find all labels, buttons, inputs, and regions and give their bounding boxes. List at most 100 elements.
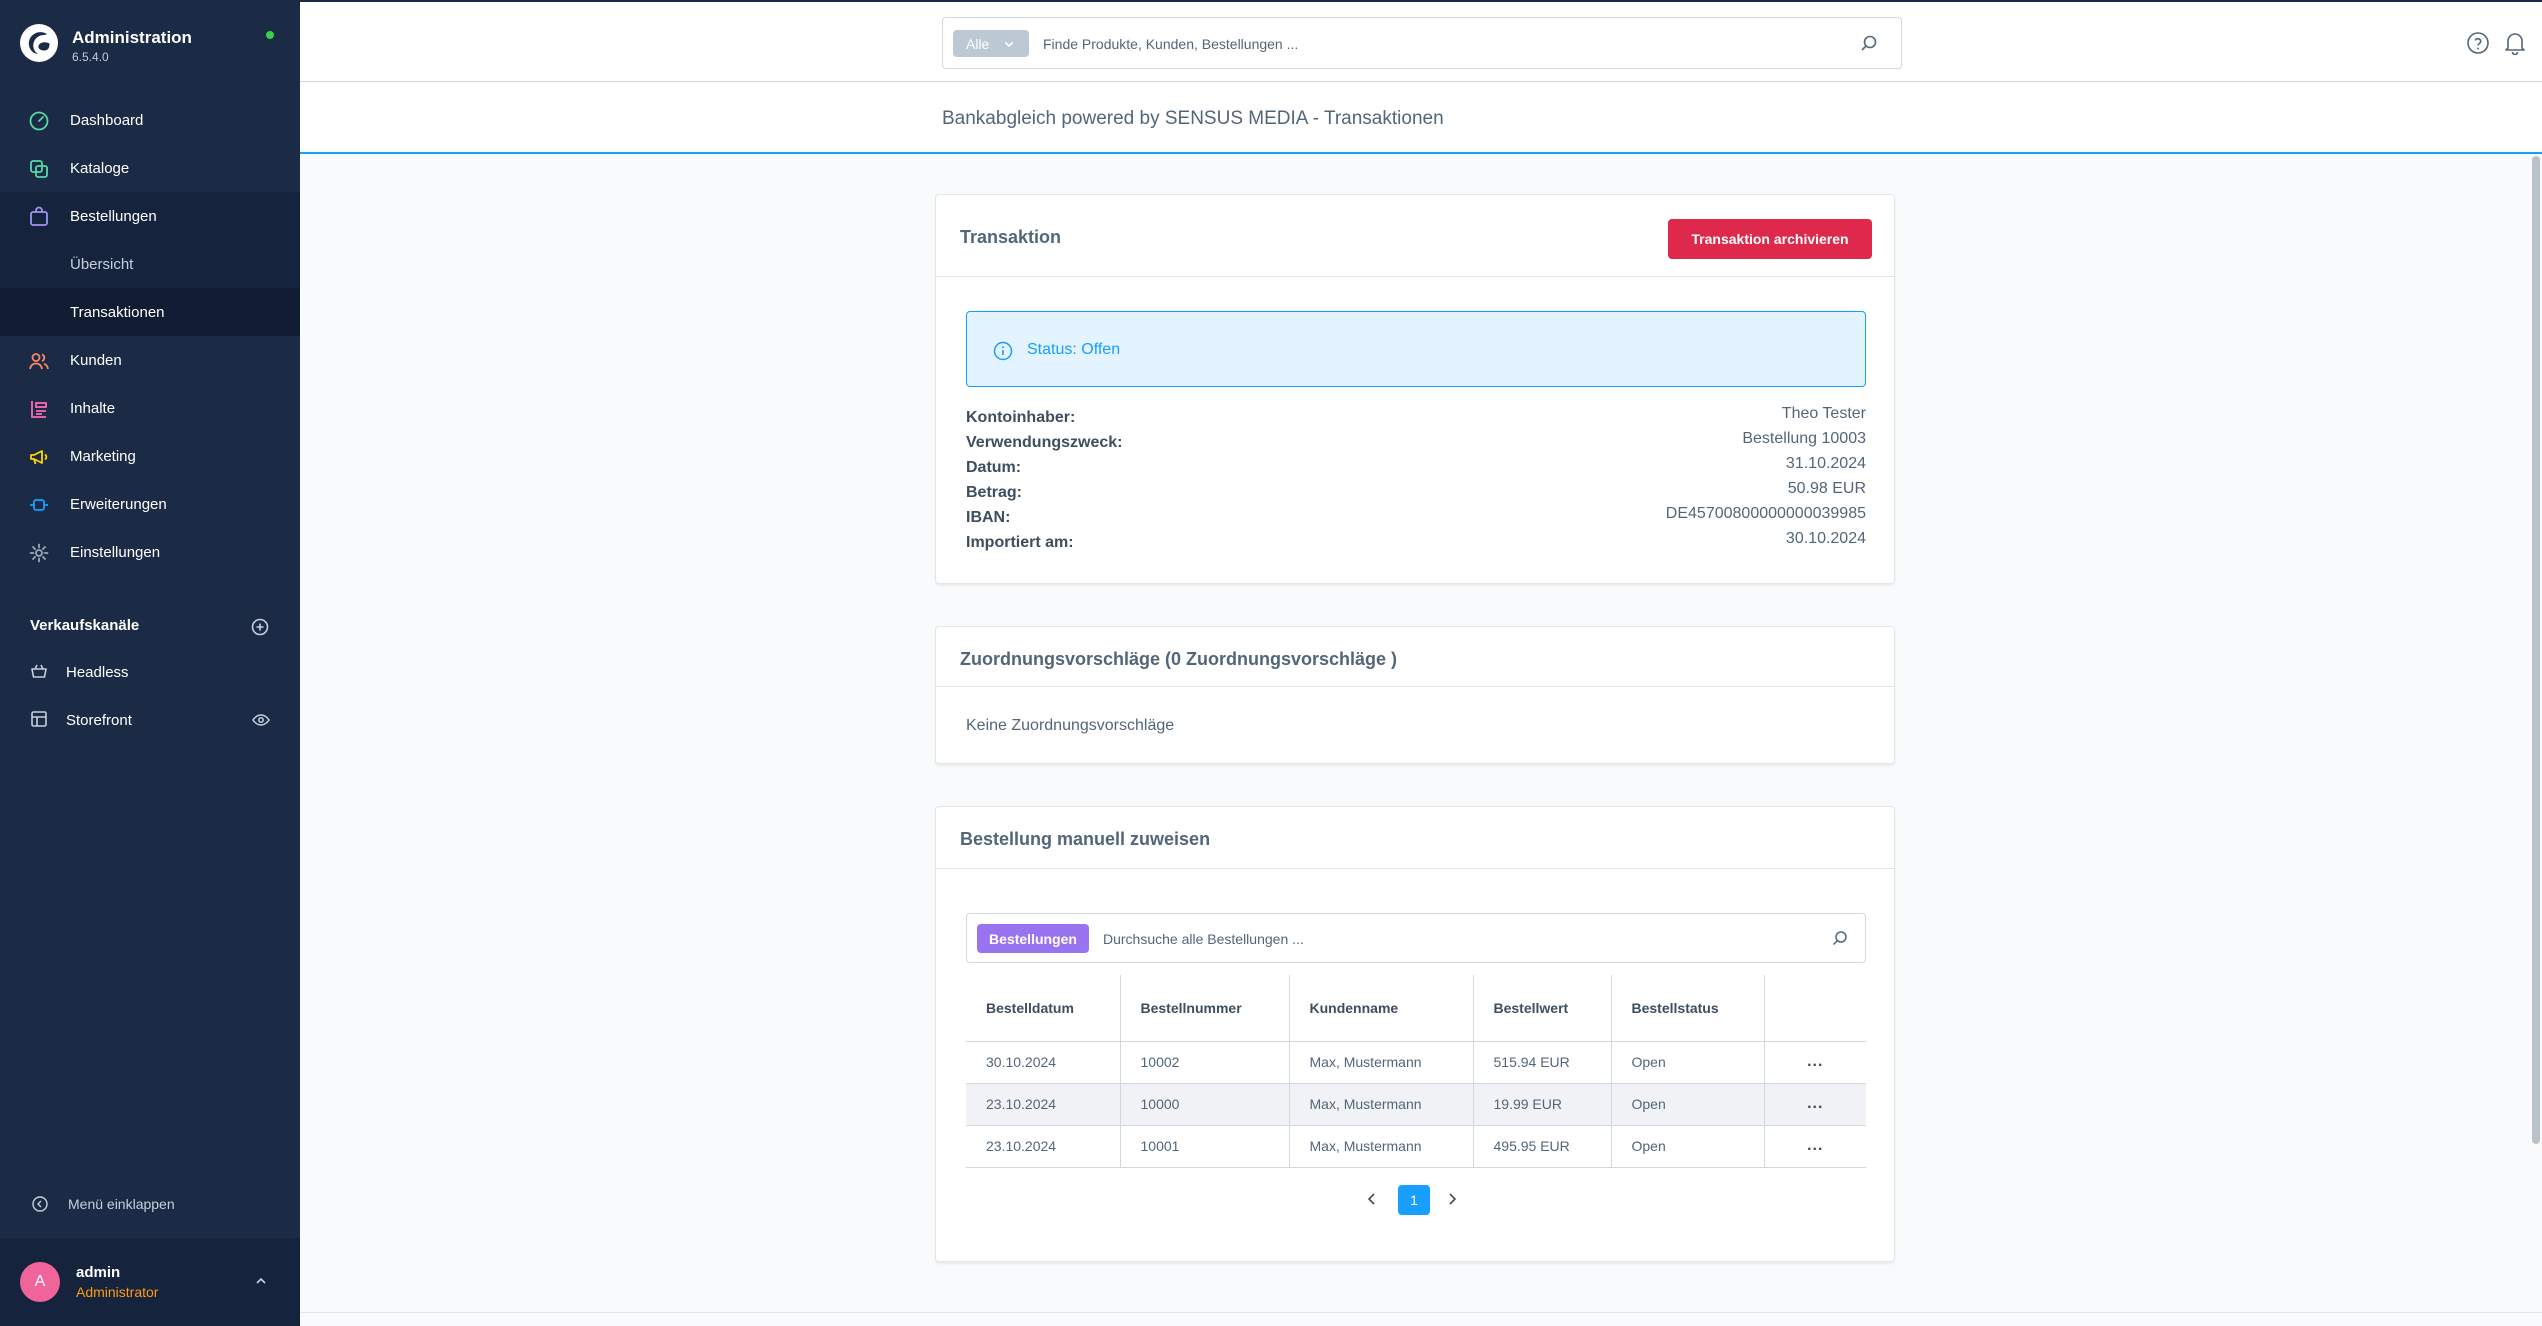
sidebar-item-label: Transaktionen (70, 303, 165, 321)
sidebar-item-label: Inhalte (70, 399, 116, 417)
order-search-input[interactable] (1103, 924, 1803, 953)
detail-row: IBAN: DE45700800000000039985 (966, 505, 1866, 530)
chevron-up-icon[interactable] (254, 1274, 268, 1288)
user-name: admin (76, 1264, 121, 1281)
status-alert: Status: Offen (966, 311, 1866, 387)
sales-channels-heading: Verkaufskanäle (30, 617, 140, 634)
transaction-card: Transaktion Transaktion archivieren Stat… (935, 194, 1895, 584)
collapse-menu-label: Menü einklappen (68, 1196, 175, 1212)
search-icon[interactable] (1859, 33, 1879, 53)
sidebar-item-orders[interactable]: Bestellungen (0, 192, 300, 240)
avatar: A (20, 1262, 60, 1302)
order-number-cell: 10000 (1120, 1083, 1290, 1126)
help-icon[interactable] (2466, 31, 2490, 55)
search-type-select[interactable]: Alle (953, 30, 1029, 57)
sidebar-item-label: Dashboard (70, 111, 144, 129)
detail-label: Betrag: (966, 484, 1023, 501)
card-title: Transaktion (960, 227, 1062, 247)
detail-row: Kontoinhaber: Theo Tester (966, 405, 1866, 430)
sidebar-item-extensions[interactable]: Erweiterungen (0, 480, 300, 528)
customer-name-cell: Max, Mustermann (1289, 1083, 1474, 1126)
sidebar-item-settings[interactable]: Einstellungen (0, 528, 300, 576)
chevron-right-icon[interactable] (1444, 1191, 1460, 1207)
pagination-page-current[interactable]: 1 (1398, 1185, 1430, 1215)
detail-label: Kontoinhaber: (966, 409, 1076, 426)
app-version: 6.5.4.0 (72, 50, 109, 64)
order-search-type-badge[interactable]: Bestellungen (977, 924, 1089, 953)
column-header[interactable]: Kundenname (1289, 975, 1474, 1042)
order-value-cell: 19.99 EUR (1473, 1083, 1612, 1126)
suggestions-card: Zuordnungsvorschläge (0 Zuordnungsvorsch… (935, 626, 1895, 764)
column-header[interactable]: Bestellstatus (1611, 975, 1765, 1042)
table-row[interactable]: 23.10.2024 10000 Max, Mustermann 19.99 E… (966, 1083, 1866, 1126)
order-value-cell: 515.94 EUR (1473, 1041, 1612, 1084)
add-sales-channel-icon[interactable] (251, 618, 269, 636)
customer-name-cell: Max, Mustermann (1289, 1041, 1474, 1084)
sidebar-subitem-overview[interactable]: Übersicht (0, 240, 300, 288)
shopware-logo-icon[interactable] (20, 24, 58, 62)
order-date-cell: 23.10.2024 (966, 1125, 1121, 1168)
sales-channel-label: Storefront (66, 711, 132, 729)
order-status-cell: Open (1611, 1125, 1765, 1168)
sidebar-item-dashboard[interactable]: Dashboard (0, 96, 300, 144)
detail-row: Datum: 31.10.2024 (966, 455, 1866, 480)
column-header[interactable]: Bestellwert (1473, 975, 1612, 1042)
collapse-menu-button[interactable]: Menü einklappen (0, 1184, 300, 1224)
archive-transaction-button[interactable]: Transaktion archivieren (1668, 219, 1872, 259)
column-header[interactable]: Bestellnummer (1120, 975, 1290, 1042)
detail-value: DE45700800000000039985 (1665, 505, 1866, 522)
order-number-cell: 10001 (1120, 1125, 1290, 1168)
order-date-cell: 30.10.2024 (966, 1041, 1121, 1084)
detail-row: Importiert am: 30.10.2024 (966, 530, 1866, 555)
gear-icon (29, 543, 49, 563)
sidebar-item-content[interactable]: Inhalte (0, 384, 300, 432)
order-value-cell: 495.95 EUR (1473, 1125, 1612, 1168)
table-row[interactable]: 23.10.2024 10001 Max, Mustermann 495.95 … (966, 1125, 1866, 1168)
chevron-left-circle-icon (32, 1196, 48, 1212)
column-header[interactable]: Bestelldatum (966, 975, 1121, 1042)
customer-name-cell: Max, Mustermann (1289, 1125, 1474, 1168)
search-type-label: Alle (966, 35, 990, 52)
sidebar-item-customers[interactable]: Kunden (0, 336, 300, 384)
sidebar-item-catalogs[interactable]: Kataloge (0, 144, 300, 192)
sidebar-item-label: Erweiterungen (70, 495, 167, 513)
page-header: Bankabgleich powered by SENSUS MEDIA - T… (300, 82, 2542, 154)
card-title: Bestellung manuell zuweisen (960, 829, 1211, 849)
eye-icon[interactable] (252, 712, 270, 728)
sidebar-subitem-transactions[interactable]: Transaktionen (0, 288, 300, 336)
basket-icon (31, 664, 47, 678)
actions-column-header (1764, 975, 1866, 1042)
detail-label: IBAN: (966, 509, 1011, 526)
detail-value: Bestellung 10003 (1742, 430, 1866, 447)
chevron-left-icon[interactable] (1364, 1191, 1380, 1207)
sidebar-item-label: Marketing (70, 447, 136, 465)
bell-icon[interactable] (2504, 31, 2526, 55)
manual-assign-card: Bestellung manuell zuweisen Bestellungen… (935, 806, 1895, 1262)
card-header: Bestellung manuell zuweisen (936, 807, 1894, 869)
megaphone-icon (30, 450, 48, 465)
detail-label: Datum: (966, 459, 1022, 476)
sales-channel-storefront[interactable]: Storefront (0, 698, 300, 742)
row-actions-button[interactable]: ... (1764, 1041, 1866, 1084)
global-search: Alle (942, 17, 1902, 69)
main-nav: Dashboard Kataloge Bestellungen Übersich… (0, 96, 300, 576)
chevron-down-icon (1004, 41, 1014, 48)
order-status-cell: Open (1611, 1041, 1765, 1084)
card-header: Transaktion Transaktion archivieren (936, 195, 1894, 277)
detail-value: Theo Tester (1781, 405, 1866, 422)
content-scrollbar[interactable] (2532, 156, 2540, 1144)
row-actions-button[interactable]: ... (1764, 1083, 1866, 1126)
row-actions-button[interactable]: ... (1764, 1125, 1866, 1168)
page-title: Bankabgleich powered by SENSUS MEDIA - T… (942, 108, 1444, 129)
transaction-details: Kontoinhaber: Theo Tester Verwendungszwe… (966, 405, 1866, 555)
table-row[interactable]: 30.10.2024 10002 Max, Mustermann 515.94 … (966, 1041, 1866, 1084)
sidebar-item-marketing[interactable]: Marketing (0, 432, 300, 480)
brand: Administration 6.5.4.0 (0, 0, 300, 90)
search-icon[interactable] (1831, 929, 1849, 947)
sales-channel-headless[interactable]: Headless (0, 650, 300, 694)
content-footer-edge (300, 1312, 2542, 1326)
global-search-input[interactable] (1043, 30, 1843, 57)
user-menu[interactable]: A admin Administrator (0, 1238, 300, 1326)
users-icon (29, 353, 49, 370)
card-title: Zuordnungsvorschläge (0 Zuordnungsvorsch… (960, 649, 1398, 669)
